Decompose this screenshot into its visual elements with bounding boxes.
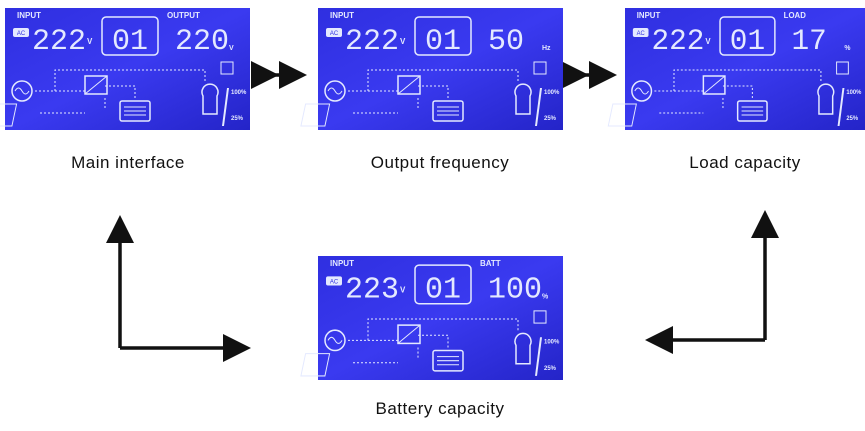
scale-low: 25% [231,116,244,122]
right-label: BATT [480,259,501,268]
right-unit: % [844,45,850,52]
program: 01 [425,25,461,59]
input-label: INPUT [330,259,354,268]
source: AC [17,31,26,37]
scale-high: 100% [231,90,247,96]
right-unit: Hz [542,45,551,52]
scale-high: 100% [544,90,560,96]
right-value: 100 [488,273,542,307]
source: AC [330,31,339,37]
program: 01 [425,273,461,307]
scale-low: 25% [544,366,557,372]
input-value: 222 [345,25,399,59]
scale-low: 25% [544,116,557,122]
program: 01 [112,25,148,59]
input-value: 223 [345,273,399,307]
input-value: 222 [32,25,86,59]
caption: Load capacity [689,153,800,172]
input-label: INPUT [637,11,661,20]
caption: Battery capacity [376,399,505,418]
right-label: OUTPUT [167,11,200,20]
input-label: INPUT [17,11,41,20]
caption: Main interface [71,153,185,172]
caption: Output frequency [371,153,509,172]
program: 01 [730,24,765,58]
right-value: 17 [792,24,827,58]
input-label: INPUT [330,11,354,20]
scale-low: 25% [846,116,858,122]
right-label: LOAD [784,11,806,20]
scale-high: 100% [544,339,560,345]
input-unit: V [400,286,406,295]
right-unit: V [229,45,234,52]
right-value: 50 [488,25,524,59]
input-unit: V [705,37,711,46]
source: AC [637,31,646,37]
scale-high: 100% [846,90,862,96]
right-value: 220 [175,25,229,59]
diagram: Main interfaceINPUTAC222V01OUTPUT220V100… [0,0,865,431]
source: AC [330,279,339,285]
right-unit: % [542,294,549,301]
input-value: 222 [651,24,704,58]
input-unit: V [87,37,93,46]
input-unit: V [400,37,406,46]
